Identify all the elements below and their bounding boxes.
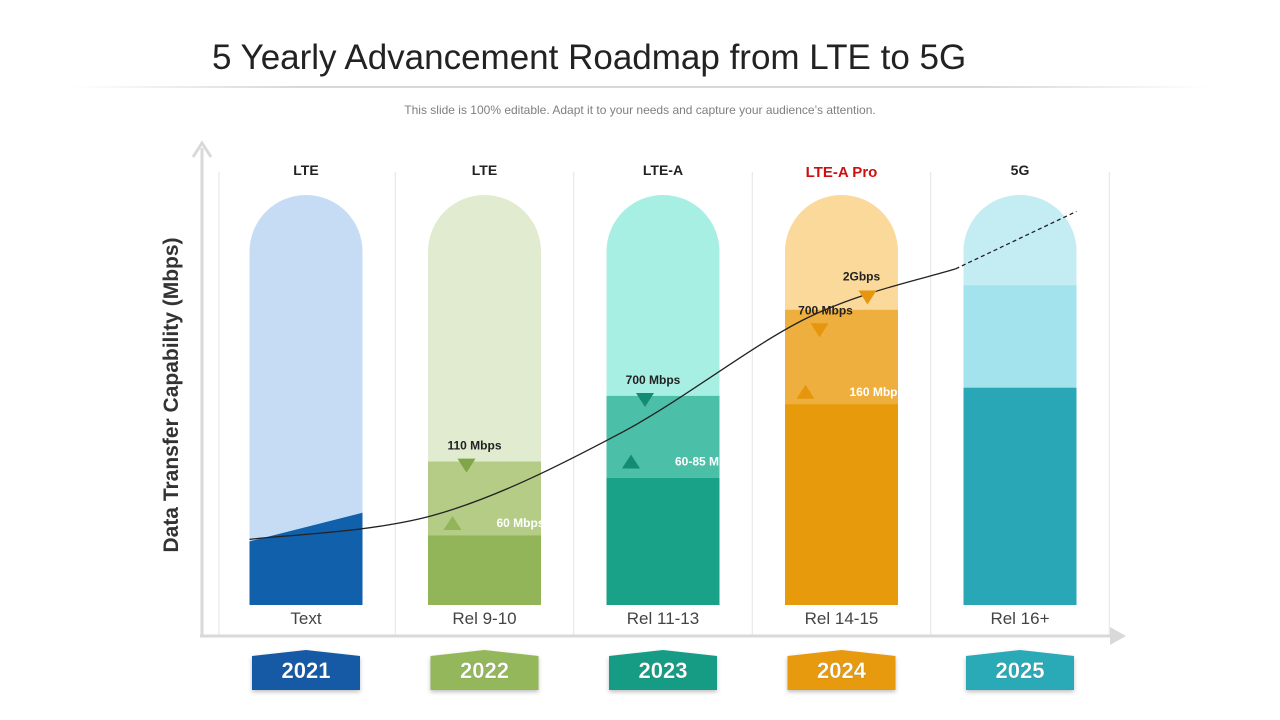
triangle-down-icon: [810, 323, 829, 338]
tech-label: LTE: [293, 162, 318, 178]
year-label: 2022: [460, 658, 509, 683]
year-label: 2021: [282, 658, 331, 683]
annotation-label: 60 Mbps: [497, 516, 545, 530]
year-badge-shape: [609, 650, 717, 690]
release-label: Text: [290, 609, 321, 628]
y-axis-arrow-icon: [191, 140, 213, 158]
triangle-down-icon: [858, 290, 877, 305]
column-2025: 5G Rel 16+: [963, 162, 1077, 628]
annotation-label: 110 Mbps: [447, 439, 501, 453]
column-base-bar: [963, 387, 1077, 605]
year-badge-shape: [430, 650, 539, 690]
page-title: 5 Yearly Advancement Roadmap from LTE to…: [212, 38, 967, 77]
growth-curve: [249, 268, 956, 541]
year-badge-shape: [252, 650, 360, 690]
annotation-label: 700 Mbps: [798, 303, 853, 317]
year-badge-shape: [966, 650, 1074, 690]
column-base-bar: [249, 512, 363, 605]
column-2021: LTE Text: [249, 162, 363, 628]
triangle-up-icon: [443, 516, 462, 530]
tech-label: LTE: [472, 162, 497, 178]
year-label: 2025: [996, 658, 1045, 683]
year-badge-2025: 2025: [966, 650, 1074, 690]
release-label: Rel 11-13: [627, 609, 699, 628]
year-badge-shape: [787, 650, 896, 690]
annotation-2023-1: 700 Mbps: [626, 373, 681, 407]
annotation-label: 2Gbps: [843, 270, 881, 284]
page-subtitle: This slide is 100% editable. Adapt it to…: [404, 103, 876, 117]
triangle-down-icon: [636, 393, 654, 407]
year-badge-2021: 2021: [252, 650, 360, 690]
release-label: Rel 9-10: [452, 609, 516, 628]
year-badge-2022: 2022: [430, 650, 539, 690]
triangle-up-icon: [796, 384, 815, 399]
year-badge-2024: 2024: [787, 650, 896, 690]
release-label: Rel 16+: [990, 609, 1049, 628]
annotation-label: 160 Mbps: [850, 385, 905, 399]
annotation-2024-0: 160 Mbps: [796, 384, 905, 399]
column-top-band: [963, 195, 1077, 286]
tech-label: 5G: [1011, 162, 1030, 178]
tech-label: LTE-A: [643, 162, 683, 178]
column-2023: LTE-A Rel 11-13: [606, 162, 720, 628]
triangle-down-icon: [457, 458, 476, 473]
title-divider: [70, 86, 1210, 88]
column-base-bar: [606, 477, 720, 605]
release-label: Rel 14-15: [805, 609, 879, 628]
year-label: 2024: [817, 658, 867, 683]
triangle-up-icon: [622, 454, 640, 469]
annotation-2022-0: 60 Mbps: [443, 516, 545, 530]
annotation-2022-1: 110 Mbps: [447, 439, 502, 473]
annotation-2023-0: 60-85 Mbps: [622, 454, 741, 469]
column-capacity-bg: [249, 195, 363, 605]
annotation-2024-2: 2Gbps: [843, 270, 881, 305]
year-badge-2023: 2023: [609, 650, 717, 690]
tech-label: LTE-A Pro: [806, 164, 878, 181]
annotation-2024-1: 700 Mbps: [798, 303, 853, 338]
x-axis-arrow-icon: [1110, 627, 1126, 645]
column-base-bar: [428, 535, 541, 605]
column-base-bar: [785, 404, 898, 605]
year-label: 2023: [639, 658, 688, 683]
column-mid-band: [963, 285, 1077, 388]
growth-curve-projection: [955, 210, 1077, 270]
annotation-label: 60-85 Mbps: [675, 455, 741, 469]
column-2022: LTE Rel 9-10: [428, 162, 541, 628]
annotation-label: 700 Mbps: [626, 373, 681, 387]
